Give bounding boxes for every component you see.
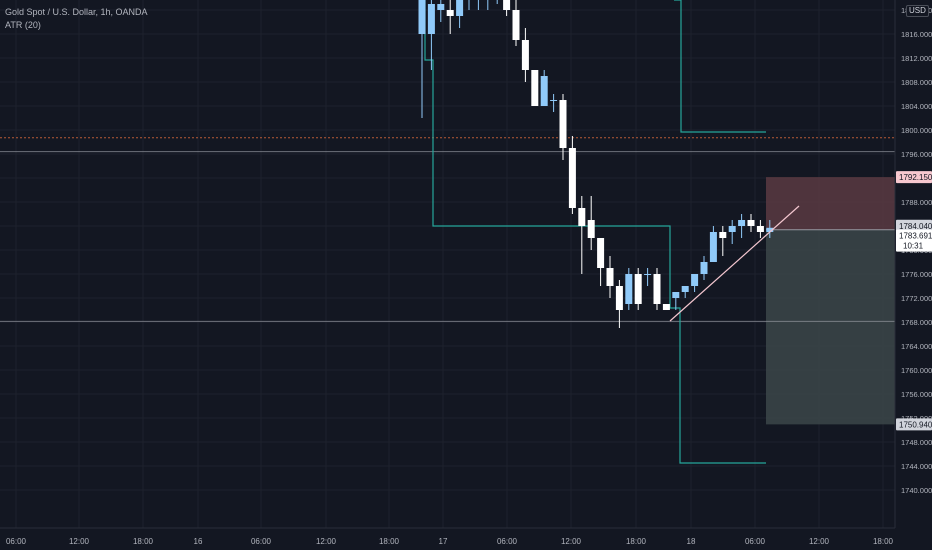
time-tick-label: 12:00: [69, 537, 90, 546]
candle-body: [700, 262, 708, 274]
time-tick-label: 18: [687, 537, 696, 546]
atr-band-line-upper: [674, 0, 766, 133]
candle-body: [634, 274, 642, 304]
candle-body: [615, 286, 623, 310]
entry-price-label: 1784.040: [899, 222, 932, 231]
price-tick-label: 1808.000: [901, 78, 932, 87]
last-price-label: 1783.691: [899, 232, 932, 241]
entry-price-label-bg: [896, 219, 932, 232]
trendline: [669, 205, 800, 322]
time-tick-label: 18:00: [379, 537, 400, 546]
candle-body: [587, 220, 595, 238]
target-price-label-bg: [896, 418, 932, 431]
price-tick-label: 1764.000: [901, 342, 932, 351]
time-tick-label: 06:00: [6, 537, 27, 546]
stop-price-label-bg: [896, 171, 932, 184]
candle-body: [578, 208, 586, 226]
candle-body: [550, 100, 558, 101]
candle-body: [709, 232, 717, 262]
candle-body: [766, 227, 774, 232]
candle-body: [681, 286, 689, 292]
time-tick-label: 17: [439, 537, 448, 546]
candle-body: [691, 274, 699, 286]
price-tick-label: 1768.000: [901, 318, 932, 327]
time-tick-label: 18:00: [133, 537, 154, 546]
candle-body: [512, 10, 520, 40]
candle-body: [606, 268, 614, 286]
candle-body: [427, 4, 435, 34]
candle-body: [672, 292, 680, 298]
take-profit-zone: [766, 229, 895, 425]
time-tick-label: 16: [194, 537, 203, 546]
candle-body: [521, 40, 529, 70]
time-tick-label: 18:00: [873, 537, 894, 546]
price-tick-label: 1756.000: [901, 390, 932, 399]
currency-badge: USD: [906, 5, 929, 17]
candle-body: [738, 220, 746, 226]
price-tick-label: 1748.000: [901, 438, 932, 447]
price-tick-label: 1744.000: [901, 462, 932, 471]
symbol-title[interactable]: Gold Spot / U.S. Dollar, 1h, OANDA: [5, 7, 148, 17]
chart-legend: Gold Spot / U.S. Dollar, 1h, OANDA ATR (…: [5, 6, 148, 32]
time-tick-label: 12:00: [809, 537, 830, 546]
price-tick-label: 1804.000: [901, 102, 932, 111]
time-tick-label: 18:00: [626, 537, 647, 546]
target-price-label: 1750.940: [899, 420, 932, 429]
price-tick-label: 1772.000: [901, 294, 932, 303]
candle-body: [418, 0, 426, 34]
time-tick-label: 06:00: [745, 537, 766, 546]
candle-body: [559, 100, 567, 148]
indicator-label[interactable]: ATR (20): [5, 20, 41, 30]
candle-body: [644, 274, 652, 275]
stop-loss-zone: [766, 177, 895, 230]
candle-body: [728, 226, 736, 232]
candle-body: [437, 4, 445, 10]
candle-body: [662, 304, 670, 310]
candle-body: [446, 10, 454, 16]
candle-body: [719, 232, 727, 238]
candle-body: [540, 76, 548, 106]
time-tick-label: 12:00: [561, 537, 582, 546]
price-axis-panel: [895, 0, 932, 550]
stop-price-label: 1792.150: [899, 173, 932, 182]
price-tick-label: 1776.000: [901, 270, 932, 279]
candle-body: [531, 70, 539, 106]
price-tick-label: 1788.000: [901, 198, 932, 207]
atr-band-line: [424, 0, 766, 464]
price-tick-label: 1760.000: [901, 366, 932, 375]
time-tick-label: 12:00: [316, 537, 337, 546]
last-price-label-bg: [896, 229, 932, 252]
price-tick-label: 1800.000: [901, 126, 932, 135]
last-price-label-countdown: 10:31: [903, 242, 924, 251]
price-tick-label: 1816.000: [901, 30, 932, 39]
candle-body: [503, 0, 511, 10]
candle-body: [597, 238, 605, 268]
time-tick-label: 06:00: [251, 537, 272, 546]
candle-body: [653, 274, 661, 304]
candle-body: [747, 220, 755, 226]
candle-body: [568, 148, 576, 208]
candle-body: [625, 274, 633, 304]
price-tick-label: 1740.000: [901, 486, 932, 495]
time-tick-label: 06:00: [497, 537, 518, 546]
price-tick-label: 1812.000: [901, 54, 932, 63]
price-tick-label: 1796.000: [901, 150, 932, 159]
candle-body: [456, 0, 464, 16]
candle-body: [756, 226, 764, 232]
